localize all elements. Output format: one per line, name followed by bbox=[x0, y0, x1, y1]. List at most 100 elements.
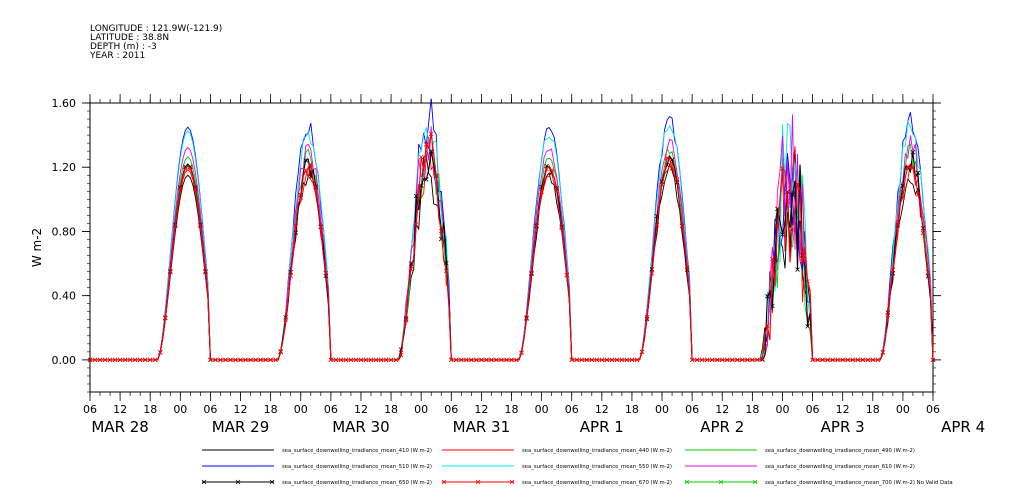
series-marker-8 bbox=[443, 268, 449, 274]
x-tick-label: 18 bbox=[264, 403, 278, 416]
series-marker-8 bbox=[629, 357, 635, 363]
series-marker-8 bbox=[198, 223, 203, 229]
series-marker-8 bbox=[203, 269, 208, 275]
x-tick-label: 18 bbox=[143, 403, 157, 416]
series-marker-7 bbox=[183, 164, 188, 170]
series-marker-8 bbox=[689, 357, 695, 363]
series-marker-8 bbox=[238, 357, 243, 363]
series-marker-8 bbox=[624, 357, 630, 363]
series-marker-7 bbox=[188, 164, 193, 170]
series-marker-8 bbox=[674, 177, 680, 182]
series-marker-8 bbox=[699, 357, 705, 363]
legend-marker bbox=[269, 479, 275, 485]
series-marker-8 bbox=[604, 357, 610, 363]
series-marker-8 bbox=[338, 357, 344, 363]
series-marker-8 bbox=[915, 192, 921, 197]
series-marker-8 bbox=[549, 168, 554, 173]
series-line-5 bbox=[90, 120, 934, 361]
x-tick-label: 18 bbox=[625, 403, 639, 416]
legend-label: sea_surface_downwelling_irradiance_mean_… bbox=[282, 480, 432, 486]
x-tick-label: 06 bbox=[565, 403, 579, 416]
series-marker-8 bbox=[875, 357, 881, 363]
legend-label: sea_surface_downwelling_irradiance_mean_… bbox=[765, 464, 915, 470]
x-tick-label: 00 bbox=[173, 403, 187, 416]
series-marker-8 bbox=[880, 350, 886, 355]
series-marker-8 bbox=[840, 357, 845, 363]
series-marker-8 bbox=[795, 182, 800, 187]
x-tick-label: 12 bbox=[595, 403, 609, 416]
series-marker-8 bbox=[785, 198, 790, 204]
legend-label: sea_surface_downwelling_irradiance_mean_… bbox=[282, 464, 432, 470]
series-marker-7 bbox=[910, 149, 916, 155]
x-tick-label: 12 bbox=[836, 403, 850, 416]
legend-marker bbox=[718, 479, 724, 485]
y-tick-label: 0.00 bbox=[52, 354, 77, 367]
legend-label: sea_surface_downwelling_irradiance_mean_… bbox=[522, 480, 672, 486]
series-marker-8 bbox=[614, 357, 620, 363]
x-date-label: MAR 31 bbox=[453, 418, 510, 436]
series-marker-8 bbox=[328, 357, 334, 363]
legend-marker bbox=[235, 479, 241, 485]
x-date-label: APR 3 bbox=[821, 418, 865, 436]
series-marker-8 bbox=[509, 357, 514, 363]
series-marker-8 bbox=[428, 131, 434, 137]
legend-label: sea_surface_downwelling_irradiance_mean_… bbox=[765, 448, 915, 454]
series-marker-8 bbox=[258, 357, 263, 363]
series-marker-8 bbox=[393, 357, 399, 363]
series-marker-8 bbox=[383, 357, 389, 363]
series-marker-8 bbox=[639, 349, 645, 355]
series-marker-7 bbox=[303, 158, 309, 163]
series-marker-8 bbox=[865, 357, 871, 363]
x-tick-label: 12 bbox=[354, 403, 368, 416]
y-axis-label: W m-2 bbox=[30, 228, 44, 267]
series-marker-8 bbox=[142, 357, 148, 363]
series-marker-8 bbox=[112, 357, 118, 363]
x-tick-label: 00 bbox=[535, 403, 549, 416]
x-tick-label: 12 bbox=[715, 403, 729, 416]
series-marker-8 bbox=[694, 357, 700, 363]
series-marker-8 bbox=[438, 228, 444, 234]
series-marker-8 bbox=[233, 357, 238, 363]
series-marker-8 bbox=[283, 317, 288, 322]
x-tick-label: 12 bbox=[474, 403, 488, 416]
series-marker-8 bbox=[288, 273, 293, 279]
series-marker-8 bbox=[489, 357, 494, 363]
legend-marker bbox=[684, 479, 690, 485]
series-marker-8 bbox=[433, 173, 439, 178]
series-marker-8 bbox=[735, 357, 740, 363]
series-marker-8 bbox=[775, 224, 780, 229]
x-date-label: APR 4 bbox=[941, 418, 985, 436]
series-marker-7 bbox=[428, 149, 434, 154]
series-marker-8 bbox=[454, 357, 459, 363]
series-marker-8 bbox=[825, 357, 830, 363]
x-tick-label: 12 bbox=[234, 403, 248, 416]
legend-marker bbox=[475, 479, 481, 485]
series-marker-8 bbox=[469, 357, 474, 363]
series-marker-8 bbox=[654, 222, 660, 228]
series-marker-8 bbox=[539, 189, 544, 195]
series-marker-8 bbox=[644, 315, 650, 320]
series-marker-8 bbox=[97, 357, 103, 363]
series-marker-8 bbox=[228, 357, 233, 363]
series-marker-8 bbox=[318, 224, 324, 230]
series-marker-8 bbox=[147, 357, 153, 363]
series-marker-8 bbox=[514, 357, 519, 363]
series-marker-7 bbox=[790, 192, 795, 197]
series-line-4 bbox=[90, 98, 934, 361]
series-marker-8 bbox=[253, 357, 258, 363]
series-marker-8 bbox=[845, 357, 850, 363]
series-marker-8 bbox=[659, 182, 665, 187]
series-marker-8 bbox=[649, 271, 655, 276]
plot-border bbox=[89, 102, 934, 393]
y-tick-label: 1.60 bbox=[52, 97, 77, 110]
series-marker-8 bbox=[183, 166, 188, 171]
x-tick-label: 00 bbox=[655, 403, 669, 416]
series-marker-8 bbox=[173, 223, 178, 229]
series-marker-8 bbox=[750, 357, 755, 363]
series-marker-8 bbox=[800, 259, 805, 264]
series-marker-8 bbox=[905, 164, 911, 169]
series-marker-8 bbox=[102, 357, 108, 363]
series-marker-8 bbox=[504, 357, 509, 363]
series-marker-8 bbox=[669, 166, 675, 171]
